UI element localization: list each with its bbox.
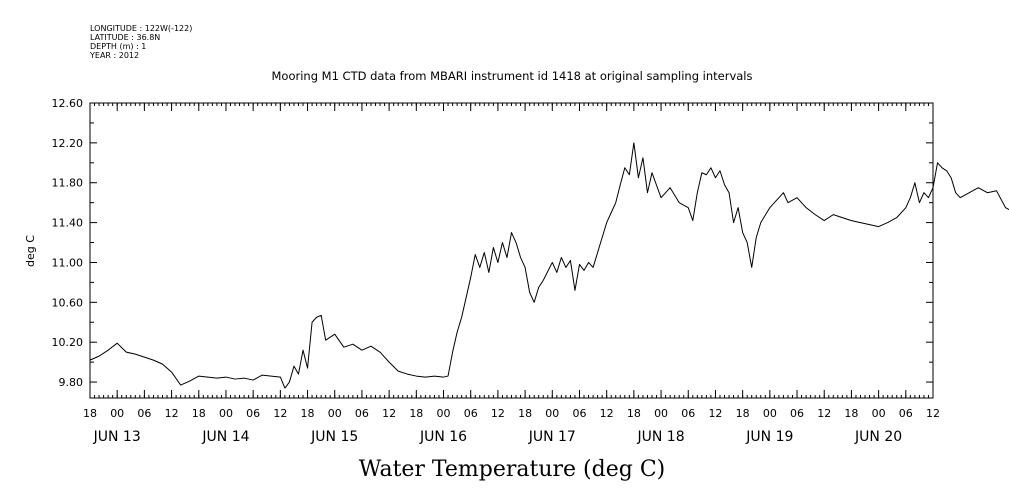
x-hour-label: 12: [382, 407, 396, 420]
x-hour-label: 18: [844, 407, 858, 420]
chart-title: Mooring M1 CTD data from MBARI instrumen…: [272, 69, 753, 83]
year-text: YEAR : 2012: [89, 51, 139, 60]
x-day-label: JUN 13: [93, 429, 141, 445]
x-hour-label: 00: [763, 407, 777, 420]
y-tick-label: 12.60: [52, 97, 84, 110]
x-hour-label: 06: [355, 407, 369, 420]
y-tick-label: 9.80: [59, 376, 84, 389]
x-hour-label: 18: [736, 407, 750, 420]
x-hour-label: 06: [572, 407, 586, 420]
y-tick-label: 11.40: [52, 217, 84, 230]
plot-frame: [89, 102, 934, 399]
x-hour-label: 12: [491, 407, 505, 420]
x-hour-label: 06: [137, 407, 151, 420]
x-day-label: JUN 20: [854, 429, 902, 445]
longitude-text: LONGITUDE : 122W(-122): [90, 24, 192, 33]
y-tick-label: 10.20: [52, 336, 84, 349]
x-day-label: JUN 17: [528, 429, 576, 445]
x-hour-label: 00: [328, 407, 342, 420]
x-hour-label: 12: [600, 407, 614, 420]
x-hour-label: 06: [464, 407, 478, 420]
x-hour-label: 06: [790, 407, 804, 420]
x-hour-label: 12: [165, 407, 179, 420]
x-hour-label: 00: [219, 407, 233, 420]
x-axis-ticks: 18 00 06 12 18 00 06 12 18 00 06 12 18 00 06 12 18 00 06 12…: [83, 103, 940, 445]
x-hour-label: 00: [437, 407, 451, 420]
x-hour-label: 06: [246, 407, 260, 420]
depth-text: DEPTH (m) : 1: [90, 42, 146, 51]
x-hour-label: 12: [926, 407, 940, 420]
x-hour-label: 18: [83, 407, 97, 420]
x-hour-label: 12: [817, 407, 831, 420]
x-day-label: JUN 14: [201, 429, 249, 445]
x-hour-label: 00: [110, 407, 124, 420]
x-hour-label: 00: [545, 407, 559, 420]
x-day-label: JUN 18: [637, 429, 685, 445]
x-hour-label: 00: [872, 407, 886, 420]
x-day-label: JUN 19: [745, 429, 793, 445]
x-hour-label: 18: [627, 407, 641, 420]
x-hour-label: 06: [899, 407, 913, 420]
x-hour-label: 00: [654, 407, 668, 420]
x-day-label: JUN 15: [310, 429, 358, 445]
y-axis-label: deg C: [24, 235, 37, 267]
y-tick-label: 10.60: [52, 296, 84, 309]
x-hour-label: 12: [708, 407, 722, 420]
x-hour-label: 18: [301, 407, 315, 420]
x-hour-label: 12: [273, 407, 287, 420]
latitude-text: LATITUDE : 36.8N: [90, 33, 160, 42]
series-layer: [89, 142, 1009, 389]
x-hour-label: 18: [518, 407, 532, 420]
x-hour-label: 06: [681, 407, 695, 420]
series-line: [89, 142, 1009, 389]
minor-ticks: [94, 103, 929, 398]
x-hour-label: 18: [192, 407, 206, 420]
header-info: LONGITUDE : 122W(-122) LATITUDE : 36.8N …: [89, 24, 192, 60]
y-tick-label: 11.00: [52, 256, 84, 269]
x-axis-label: Water Temperature (deg C): [359, 457, 666, 482]
x-day-label: JUN 16: [419, 429, 467, 445]
hour-minor-ticks: [94, 103, 929, 398]
y-tick-label: 11.80: [52, 177, 84, 190]
y-tick-label: 12.20: [52, 137, 84, 150]
y-axis-ticks: 12.60 12.20 11.80 11.40 11.00 10.60 10.20 9.80: [52, 97, 933, 389]
x-hour-label: 18: [409, 407, 423, 420]
